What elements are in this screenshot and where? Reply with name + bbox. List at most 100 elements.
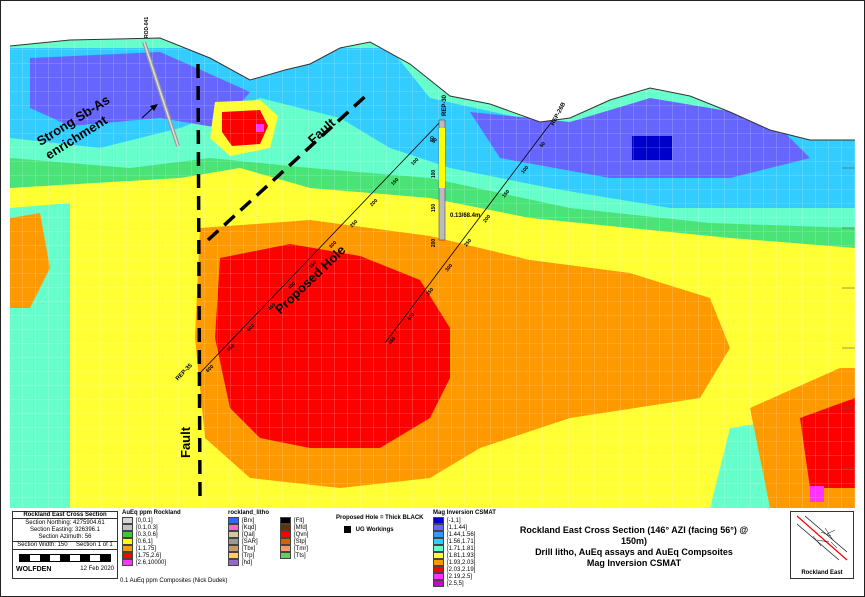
- info-sheet: Section 1 of 1: [76, 542, 113, 548]
- legend-swatch: [122, 552, 133, 559]
- legend-label: [1.56,1.71]: [447, 539, 476, 546]
- legend-item: [1,1.44]: [433, 524, 513, 531]
- legend-aueq-title: AuEq ppm Rockland: [122, 510, 181, 516]
- legend-swatch: [122, 531, 133, 538]
- drillhole-assay-interval: [439, 128, 445, 188]
- drillhole-name-REP-30: REP-30: [442, 94, 448, 116]
- legend-item: [0.3,0.6]: [122, 531, 222, 538]
- legend-item: [2.5,5]: [433, 580, 513, 587]
- legend-swatch: [122, 559, 133, 566]
- legend-swatch: [433, 524, 444, 531]
- info-northing: Section Northing: 4275904.61: [25, 520, 105, 526]
- legend-label: [2.03,2.19]: [447, 567, 476, 574]
- legend-item: [Mfd]: [280, 524, 332, 531]
- legend-item: [Tmr]: [280, 545, 332, 552]
- legend-item: [Kqd]: [228, 524, 280, 531]
- main-title-line2: Drill litho, AuEq assays and AuEq Compso…: [535, 547, 733, 557]
- legend-item: [Flt]: [280, 517, 332, 524]
- legend-label: [0,0.1]: [136, 518, 153, 525]
- legend-label: [Brx]: [242, 518, 255, 525]
- drillhole-name-ROD-041: ROD-041: [144, 16, 150, 38]
- fault-label-lower: Fault: [178, 426, 193, 458]
- legend-hole: Proposed Hole = Thick BLACK UG Workings: [336, 515, 432, 533]
- wolfden-logo: WOLFDEN: [16, 566, 52, 573]
- fault-line-vertical: [196, 63, 202, 503]
- info-title: Rockland East Cross Section: [13, 512, 117, 519]
- drillhole-trace-REP-35: [199, 119, 443, 374]
- legend-label: [1.44,1.56]: [447, 532, 476, 539]
- locator-label: Rockland East: [801, 570, 843, 576]
- legend-swatch: [228, 531, 239, 538]
- info-easting: Section Easting: 326396.1: [29, 527, 101, 533]
- legend-mag-title: Mag Inversion CSMAT: [433, 510, 496, 516]
- legend-item: [0,0.1]: [122, 517, 222, 524]
- legend-swatch: [280, 531, 291, 538]
- legend-item: [Qvn]: [280, 531, 332, 538]
- assay-interval-label: 0.13/68.4m: [450, 213, 481, 219]
- legend-label: [Flt]: [294, 518, 304, 525]
- depth-label: 200: [431, 238, 438, 248]
- legend-item: [1,1.75]: [122, 545, 222, 552]
- legend-item: [2.6,10000]: [122, 559, 222, 566]
- main-title-line1: Rockland East Cross Section (146° AZI (f…: [519, 525, 749, 546]
- legend-swatch: [433, 538, 444, 545]
- legend-label: [2.19,2.5]: [447, 574, 473, 581]
- ug-workings-label: UG Workings: [355, 527, 394, 534]
- legend-label: [Kqd]: [242, 525, 257, 532]
- legend-item: [1.93,2.03]: [433, 559, 513, 566]
- legend-swatch: [433, 573, 444, 580]
- legend-item: [0.6,1]: [122, 538, 222, 545]
- legend-item: [SAR]: [228, 538, 280, 545]
- legend-label: [Tmr]: [294, 546, 308, 553]
- legend-label: [hd]: [242, 560, 253, 567]
- legend-swatch: [433, 531, 444, 538]
- legend-swatch: [122, 524, 133, 531]
- legend-swatch: [280, 552, 291, 559]
- elevation-ticks: [842, 167, 855, 469]
- legend-swatch: [228, 524, 239, 531]
- legend-label: [2.6,10000]: [136, 560, 167, 567]
- legend-hole-title: Proposed Hole = Thick BLACK: [336, 515, 424, 521]
- legend-swatch: [433, 545, 444, 552]
- legend-label: [1.75,2.6]: [136, 553, 162, 560]
- legend-strip: Rockland East Cross Section Section Nort…: [10, 509, 855, 589]
- legend-label: [Trp]: [242, 553, 255, 560]
- legend-label: [Tts]: [294, 553, 306, 560]
- legend-swatch: [122, 538, 133, 545]
- depth-label: 100: [431, 169, 438, 178]
- locator-map-svg: [796, 515, 848, 561]
- legend-item: [1.71,1.81]: [433, 545, 513, 552]
- legend-swatch: [433, 580, 444, 587]
- legend-label: [0.3,0.6]: [136, 532, 158, 539]
- legend-swatch: [228, 559, 239, 566]
- info-date: 12 Feb 2020: [80, 566, 114, 572]
- legend-mag: Mag Inversion CSMAT [-1,1] [1,1.44] [1.44,…: [433, 510, 513, 587]
- legend-swatch: [228, 517, 239, 524]
- locator-map: Rockland East: [790, 511, 854, 579]
- drillhole-trace-REP-26B: [384, 123, 551, 344]
- legend-item: [-1,1]: [433, 517, 513, 524]
- ug-workings-swatch: [344, 526, 351, 533]
- legend-swatch: [280, 524, 291, 531]
- legend-swatch: [433, 552, 444, 559]
- model-body: [10, 38, 855, 508]
- cross-section-svg: [10, 37, 855, 508]
- legend-item: [1.44,1.56]: [433, 531, 513, 538]
- legend-label: [0.6,1]: [136, 539, 153, 546]
- legend-aueq: AuEq ppm Rockland [0,0.1] [0.1,0.3] [0.3,0…: [122, 510, 222, 566]
- fault-line-diagonal: [206, 90, 372, 242]
- legend-label: [-1,1]: [447, 518, 461, 525]
- legend-label: [SAR]: [242, 539, 258, 546]
- legend-label: [0.1,0.3]: [136, 525, 158, 532]
- legend-swatch: [228, 545, 239, 552]
- legend-label: [1.81,1.93]: [447, 553, 476, 560]
- legend-swatch: [122, 545, 133, 552]
- legend-item: [1.75,2.6]: [122, 552, 222, 559]
- legend-item: [1.56,1.71]: [433, 538, 513, 545]
- info-width: Section Width: 150: [17, 542, 68, 548]
- legend-item: [hd]: [228, 559, 280, 566]
- legend-label: [Tbx]: [242, 546, 256, 553]
- legend-swatch: [433, 566, 444, 573]
- legend-litho-title: rockland_litho: [228, 510, 270, 516]
- legend-item: [Tts]: [280, 552, 332, 559]
